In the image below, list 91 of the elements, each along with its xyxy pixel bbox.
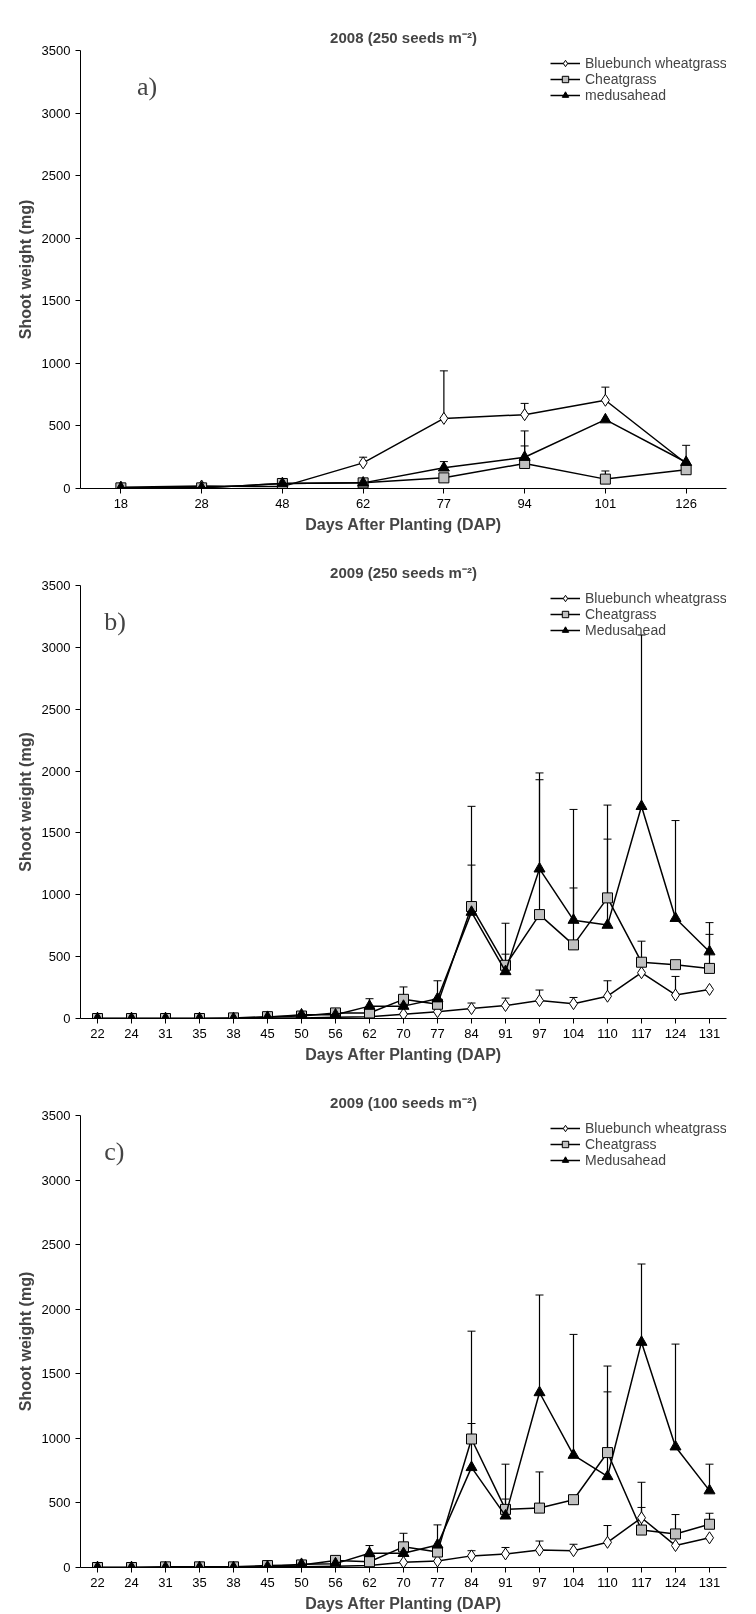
x-axis-title: Days After Planting (DAP) [305, 1594, 502, 1612]
legend-label: Cheatgrass [585, 1136, 657, 1152]
x-axis-title: Days After Planting (DAP) [305, 515, 502, 533]
x-tick-label: 24 [124, 1574, 139, 1590]
y-tick-label: 3000 [41, 639, 71, 655]
x-tick-label: 84 [464, 1025, 479, 1041]
x-tick-label: 91 [498, 1574, 513, 1590]
annotation: b) [104, 606, 126, 636]
y-tick-label: 1000 [41, 887, 71, 903]
y-tick-label: 3500 [41, 43, 71, 58]
x-axis-title: Days After Planting (DAP) [305, 1045, 502, 1063]
y-axis-title: Shoot weight (mg) [16, 732, 34, 872]
x-tick-label: 22 [90, 1025, 105, 1041]
x-tick-label: 126 [675, 495, 697, 511]
legend-label: Medusahead [585, 622, 666, 638]
x-tick-label: 117 [631, 1574, 652, 1590]
x-tick-label: 35 [192, 1574, 207, 1590]
y-tick-label: 3000 [41, 1172, 71, 1188]
x-tick-label: 22 [90, 1574, 105, 1590]
x-tick-label: 110 [597, 1574, 618, 1590]
x-tick-label: 62 [355, 495, 371, 511]
x-tick-label: 77 [430, 1574, 445, 1590]
legend-label: Bluebunch wheatgrass [585, 1120, 727, 1136]
x-tick-label: 24 [124, 1025, 139, 1041]
y-axis-title: Shoot weight (mg) [16, 199, 34, 340]
legend-label: Medusahead [585, 1152, 666, 1168]
y-tick-label: 1500 [41, 825, 71, 841]
y-tick-label: 2000 [41, 763, 71, 779]
y-tick-label: 2000 [41, 1301, 71, 1317]
annotation: c) [104, 1136, 125, 1166]
x-tick-label: 91 [498, 1025, 513, 1041]
y-tick-label: 2500 [41, 701, 71, 717]
x-tick-label: 28 [194, 495, 209, 511]
chart-title: 2009 (250 seeds m⁻²) [330, 563, 477, 581]
y-tick-label: 3000 [41, 105, 71, 121]
y-axis-title: Shoot weight (mg) [16, 1271, 34, 1412]
x-tick-label: 50 [294, 1025, 309, 1041]
legend-label: Bluebunch wheatgrass [585, 590, 727, 606]
y-tick-label: 1000 [41, 1430, 71, 1446]
chart-title: 2008 (250 seeds m⁻²) [330, 28, 477, 46]
y-tick-label: 1000 [41, 355, 71, 371]
y-tick-label: 0 [63, 481, 71, 496]
x-tick-label: 50 [294, 1574, 309, 1590]
x-tick-label: 56 [328, 1025, 343, 1041]
x-tick-label: 131 [698, 1574, 721, 1590]
chart-title: 2009 (100 seeds m⁻²) [330, 1093, 477, 1111]
x-tick-label: 124 [664, 1574, 687, 1590]
x-tick-label: 48 [275, 495, 290, 511]
y-tick-label: 1500 [41, 1366, 71, 1382]
legend-label: medusahead [585, 87, 666, 103]
legend-label: Cheatgrass [585, 606, 657, 622]
x-tick-label: 35 [192, 1025, 207, 1041]
x-tick-label: 84 [464, 1574, 479, 1590]
x-tick-label: 70 [396, 1574, 411, 1590]
x-tick-label: 131 [698, 1025, 721, 1041]
x-tick-label: 124 [664, 1025, 687, 1041]
y-tick-label: 3500 [41, 1108, 71, 1123]
x-tick-label: 97 [532, 1025, 547, 1041]
x-tick-label: 45 [260, 1574, 275, 1590]
y-tick-label: 2000 [41, 230, 71, 246]
x-tick-label: 62 [362, 1574, 377, 1590]
y-tick-label: 0 [63, 1011, 71, 1026]
x-tick-label: 104 [562, 1574, 585, 1590]
y-tick-label: 500 [48, 1495, 71, 1511]
x-tick-label: 77 [436, 495, 452, 511]
x-tick-label: 101 [594, 495, 617, 511]
x-tick-label: 31 [158, 1025, 173, 1041]
legend-label: Bluebunch wheatgrass [585, 55, 727, 71]
annotation: a) [137, 71, 158, 101]
x-tick-label: 31 [158, 1574, 173, 1590]
y-tick-label: 2500 [41, 1237, 71, 1253]
x-tick-label: 70 [396, 1025, 411, 1041]
x-tick-label: 38 [226, 1025, 241, 1041]
y-tick-label: 1500 [41, 293, 71, 309]
x-tick-label: 62 [362, 1025, 377, 1041]
legend-label: Cheatgrass [585, 71, 657, 87]
x-tick-label: 45 [260, 1025, 275, 1041]
y-tick-label: 500 [48, 949, 71, 965]
x-tick-label: 77 [430, 1025, 445, 1041]
x-tick-label: 38 [226, 1574, 241, 1590]
x-tick-label: 18 [113, 495, 129, 511]
x-tick-label: 104 [562, 1025, 585, 1041]
y-tick-label: 2500 [41, 168, 71, 184]
x-tick-label: 110 [597, 1025, 618, 1041]
x-tick-label: 117 [631, 1025, 652, 1041]
y-tick-label: 3500 [41, 578, 71, 593]
y-tick-label: 0 [63, 1560, 71, 1575]
y-tick-label: 500 [48, 418, 71, 434]
x-tick-label: 94 [517, 495, 532, 511]
x-tick-label: 97 [532, 1574, 547, 1590]
x-tick-label: 56 [328, 1574, 343, 1590]
